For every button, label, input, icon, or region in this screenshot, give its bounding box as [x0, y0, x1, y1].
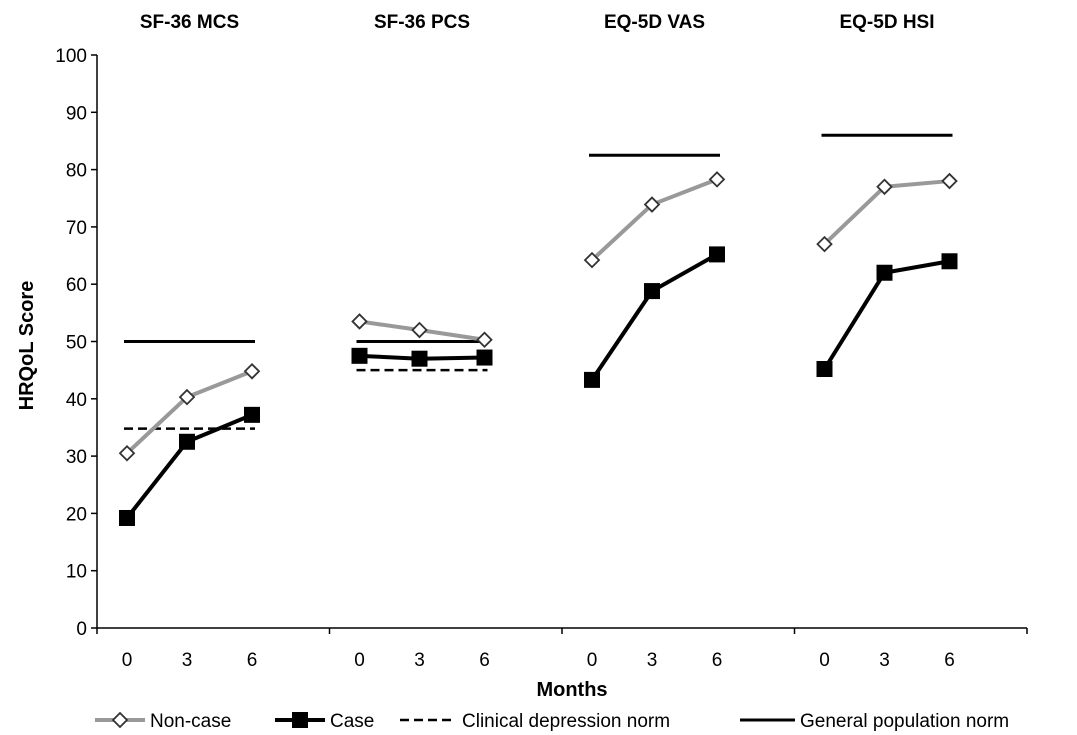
case-point	[644, 283, 660, 300]
non-case-point	[708, 171, 726, 188]
case-point	[411, 350, 428, 367]
case-series-line	[125, 412, 253, 520]
non-case-point	[816, 235, 833, 253]
non-case-point	[476, 331, 493, 349]
y-tick-label: 30	[66, 447, 87, 468]
non-case-point	[583, 251, 601, 269]
y-tick-label: 60	[66, 275, 87, 296]
x-tick-label: 3	[414, 650, 425, 671]
legend-non-case-label: Non-case	[150, 711, 231, 732]
case-point	[476, 349, 493, 366]
case-point	[244, 406, 260, 423]
non-case-point	[118, 444, 136, 462]
y-tick-label: 0	[76, 619, 87, 640]
x-tick-label: 6	[479, 650, 490, 671]
non-case-point	[411, 321, 428, 339]
y-tick-label: 40	[66, 390, 87, 411]
case-point	[584, 371, 600, 388]
x-tick-label: 3	[647, 650, 658, 671]
non-case-point	[243, 363, 261, 380]
legend-non-case-marker	[111, 711, 129, 729]
x-tick-label: 0	[819, 650, 830, 671]
x-tick-label: 0	[587, 650, 598, 671]
case-point	[876, 264, 893, 281]
non-case-series-line	[590, 177, 718, 262]
y-tick-label: 100	[55, 46, 87, 67]
panel-title: EQ-5D HSI	[839, 12, 934, 33]
panel-title: SF-36 MCS	[140, 12, 239, 33]
non-case-point	[941, 172, 958, 190]
case-point	[179, 433, 195, 450]
non-case-point	[643, 196, 661, 213]
x-tick-label: 3	[879, 650, 890, 671]
legend-clinical-norm-label: Clinical depression norm	[462, 711, 670, 732]
x-tick-label: 0	[122, 650, 133, 671]
non-case-point	[178, 388, 196, 406]
x-tick-label: 6	[247, 650, 258, 671]
x-tick-label: 6	[944, 650, 955, 671]
x-tick-label: 0	[354, 650, 365, 671]
non-case-point	[876, 178, 893, 196]
non-case-point	[351, 313, 368, 330]
x-tick-label: 6	[712, 650, 723, 671]
y-tick-label: 80	[66, 161, 87, 182]
y-tick-label: 20	[66, 504, 87, 525]
case-point	[119, 509, 135, 526]
y-tick-label: 70	[66, 218, 87, 239]
case-point	[709, 246, 725, 263]
legend-case-marker	[292, 712, 308, 728]
case-point	[351, 347, 368, 364]
panel-title: EQ-5D VAS	[604, 12, 705, 33]
x-tick-label: 3	[182, 650, 193, 671]
case-point	[941, 253, 958, 270]
x-axis-title: Months	[536, 679, 607, 701]
legend-case-label: Case	[330, 711, 374, 732]
panel-title: SF-36 PCS	[374, 12, 470, 33]
case-series-line	[590, 252, 718, 382]
case-point	[816, 361, 833, 378]
y-tick-label: 90	[66, 103, 87, 124]
y-axis-title: HRQoL Score	[16, 281, 38, 411]
y-tick-label: 50	[66, 333, 87, 354]
legend-general-norm-label: General population norm	[800, 711, 1009, 732]
y-tick-label: 10	[66, 562, 87, 583]
